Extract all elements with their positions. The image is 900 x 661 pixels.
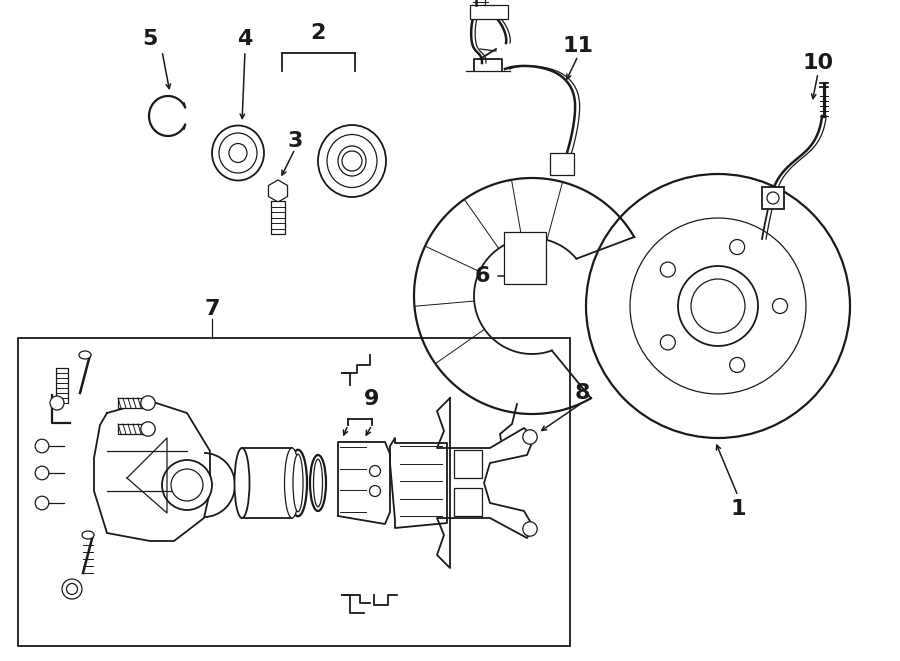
Ellipse shape bbox=[289, 449, 307, 516]
Polygon shape bbox=[338, 442, 390, 524]
Text: 2: 2 bbox=[310, 23, 326, 43]
Circle shape bbox=[342, 151, 362, 171]
Circle shape bbox=[35, 466, 49, 480]
Bar bbox=[470, 5, 508, 19]
Ellipse shape bbox=[284, 448, 300, 518]
Ellipse shape bbox=[82, 531, 94, 539]
Bar bbox=[118, 424, 148, 434]
Bar bbox=[454, 488, 482, 516]
Ellipse shape bbox=[318, 125, 386, 197]
Circle shape bbox=[370, 485, 381, 496]
Polygon shape bbox=[437, 398, 534, 568]
Circle shape bbox=[678, 266, 758, 346]
Ellipse shape bbox=[338, 146, 366, 176]
Ellipse shape bbox=[293, 454, 303, 512]
Bar bbox=[550, 153, 574, 175]
Ellipse shape bbox=[229, 143, 247, 163]
Text: 5: 5 bbox=[142, 29, 157, 49]
Bar bbox=[18, 338, 570, 646]
Circle shape bbox=[35, 496, 49, 510]
Circle shape bbox=[50, 396, 64, 410]
Bar bbox=[504, 232, 546, 284]
Circle shape bbox=[35, 439, 49, 453]
Circle shape bbox=[140, 396, 155, 410]
Circle shape bbox=[140, 422, 155, 436]
Text: 8: 8 bbox=[574, 383, 590, 403]
Ellipse shape bbox=[235, 448, 249, 518]
Bar bbox=[271, 201, 285, 234]
Circle shape bbox=[661, 335, 675, 350]
Ellipse shape bbox=[313, 459, 322, 507]
Text: 7: 7 bbox=[204, 299, 220, 319]
Circle shape bbox=[630, 218, 806, 394]
Circle shape bbox=[586, 174, 850, 438]
Text: 1: 1 bbox=[730, 499, 746, 519]
Text: 4: 4 bbox=[238, 29, 253, 49]
Circle shape bbox=[661, 262, 675, 277]
Circle shape bbox=[171, 469, 203, 501]
Circle shape bbox=[523, 430, 537, 444]
Circle shape bbox=[691, 279, 745, 333]
Text: 9: 9 bbox=[364, 389, 380, 409]
Circle shape bbox=[162, 460, 212, 510]
Circle shape bbox=[523, 522, 537, 536]
Ellipse shape bbox=[212, 126, 264, 180]
Bar bbox=[118, 398, 148, 408]
Ellipse shape bbox=[327, 134, 377, 188]
Circle shape bbox=[62, 579, 82, 599]
Ellipse shape bbox=[79, 351, 91, 359]
Bar bbox=[454, 450, 482, 478]
Ellipse shape bbox=[219, 133, 257, 173]
Circle shape bbox=[67, 584, 77, 594]
Ellipse shape bbox=[310, 455, 326, 511]
Bar bbox=[762, 187, 784, 209]
Text: 3: 3 bbox=[287, 131, 302, 151]
Circle shape bbox=[730, 239, 744, 254]
Bar bbox=[242, 448, 292, 518]
Circle shape bbox=[730, 358, 744, 372]
Circle shape bbox=[767, 192, 779, 204]
Text: 11: 11 bbox=[562, 36, 593, 56]
Circle shape bbox=[772, 299, 788, 313]
Text: 10: 10 bbox=[803, 53, 833, 73]
Circle shape bbox=[370, 465, 381, 477]
Polygon shape bbox=[94, 401, 210, 541]
Polygon shape bbox=[390, 438, 447, 528]
Text: 6: 6 bbox=[474, 266, 490, 286]
Polygon shape bbox=[268, 180, 287, 202]
